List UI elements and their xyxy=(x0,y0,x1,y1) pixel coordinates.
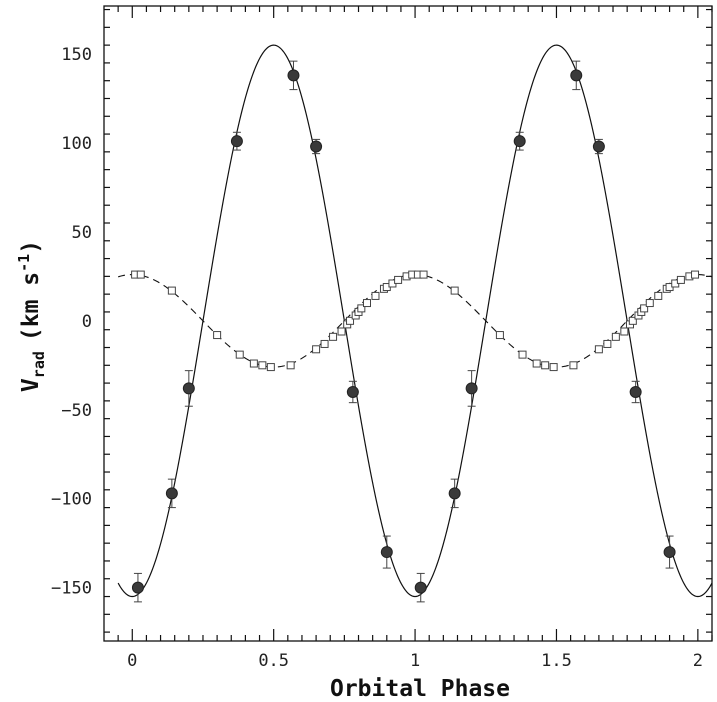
y-axis-title-units: (km s xyxy=(18,272,44,341)
primary-data-point xyxy=(414,581,427,594)
secondary-data-point xyxy=(394,275,403,284)
secondary-data-point xyxy=(518,350,527,359)
secondary-data-point xyxy=(357,304,366,313)
secondary-data-point xyxy=(549,363,558,372)
primary-data-point xyxy=(131,581,144,594)
x-tick-label: 1.5 xyxy=(541,651,572,671)
axis-ticks xyxy=(104,6,713,641)
primary-data-point xyxy=(629,385,642,398)
secondary-data-point xyxy=(136,270,145,279)
y-tick-label: −50 xyxy=(61,401,92,421)
primary-data-point xyxy=(663,546,676,559)
x-tick-label: 2 xyxy=(693,651,703,671)
primary-data-point xyxy=(182,382,195,395)
secondary-fit-curve xyxy=(117,274,713,368)
secondary-data-point xyxy=(329,332,338,341)
fit-curves xyxy=(117,44,713,598)
primary-data-point xyxy=(310,140,323,153)
y-axis-title: Vrad (km s-1) xyxy=(15,240,48,392)
secondary-data-point xyxy=(213,331,222,340)
secondary-data-point xyxy=(611,332,620,341)
secondary-data-point xyxy=(371,291,380,300)
primary-data-point xyxy=(448,487,461,500)
secondary-data-point xyxy=(320,339,329,348)
secondary-data-point xyxy=(249,359,258,368)
secondary-data-point xyxy=(594,345,603,354)
y-tick-label: −100 xyxy=(51,490,92,510)
x-tick-label: 0.5 xyxy=(258,651,289,671)
primary-data-point xyxy=(513,135,526,148)
data-points xyxy=(131,60,700,603)
secondary-data-point xyxy=(645,299,654,308)
secondary-data-point xyxy=(235,350,244,359)
secondary-data-point xyxy=(691,270,700,279)
secondary-data-point xyxy=(654,291,663,300)
x-axis-title: Orbital Phase xyxy=(330,676,510,702)
y-axis-title-subscript: rad xyxy=(30,351,48,378)
plot-frame xyxy=(103,5,713,642)
y-axis-title-units-close: ) xyxy=(18,240,44,254)
primary-data-point xyxy=(380,546,393,559)
secondary-data-point xyxy=(676,275,685,284)
y-tick-label: 50 xyxy=(72,223,92,243)
x-tick-label: 1 xyxy=(410,651,420,671)
secondary-data-point xyxy=(450,286,459,295)
secondary-data-point xyxy=(266,363,275,372)
y-axis-title-units-exp: -1 xyxy=(15,254,33,272)
secondary-data-point xyxy=(495,331,504,340)
secondary-data-point xyxy=(569,361,578,370)
secondary-data-point xyxy=(419,270,428,279)
primary-data-point xyxy=(465,382,478,395)
secondary-data-point xyxy=(362,299,371,308)
secondary-data-point xyxy=(258,361,267,370)
y-tick-label: −150 xyxy=(51,579,92,599)
secondary-data-point xyxy=(541,361,550,370)
primary-data-point xyxy=(346,385,359,398)
primary-fit-curve xyxy=(117,44,713,598)
secondary-data-point xyxy=(312,345,321,354)
primary-data-point xyxy=(165,487,178,500)
y-axis-title-main: V xyxy=(18,378,44,392)
y-tick-label: 150 xyxy=(61,45,92,65)
primary-data-point xyxy=(570,69,583,82)
secondary-data-point xyxy=(337,327,346,336)
secondary-data-point xyxy=(640,304,649,313)
primary-data-point xyxy=(592,140,605,153)
secondary-data-point xyxy=(286,361,295,370)
y-tick-labels: −150 −100 −50 0 50 100 150 xyxy=(51,45,92,599)
secondary-data-point xyxy=(628,316,637,325)
x-tick-label: 0 xyxy=(127,651,137,671)
y-tick-label: 0 xyxy=(82,312,92,332)
secondary-data-point xyxy=(620,327,629,336)
secondary-data-point xyxy=(346,316,355,325)
secondary-data-point xyxy=(167,286,176,295)
x-tick-labels: 0 0.5 1 1.5 2 xyxy=(127,651,703,671)
primary-data-point xyxy=(230,135,243,148)
secondary-data-point xyxy=(603,339,612,348)
y-tick-label: 100 xyxy=(61,134,92,154)
primary-data-point xyxy=(287,69,300,82)
secondary-data-point xyxy=(532,359,541,368)
